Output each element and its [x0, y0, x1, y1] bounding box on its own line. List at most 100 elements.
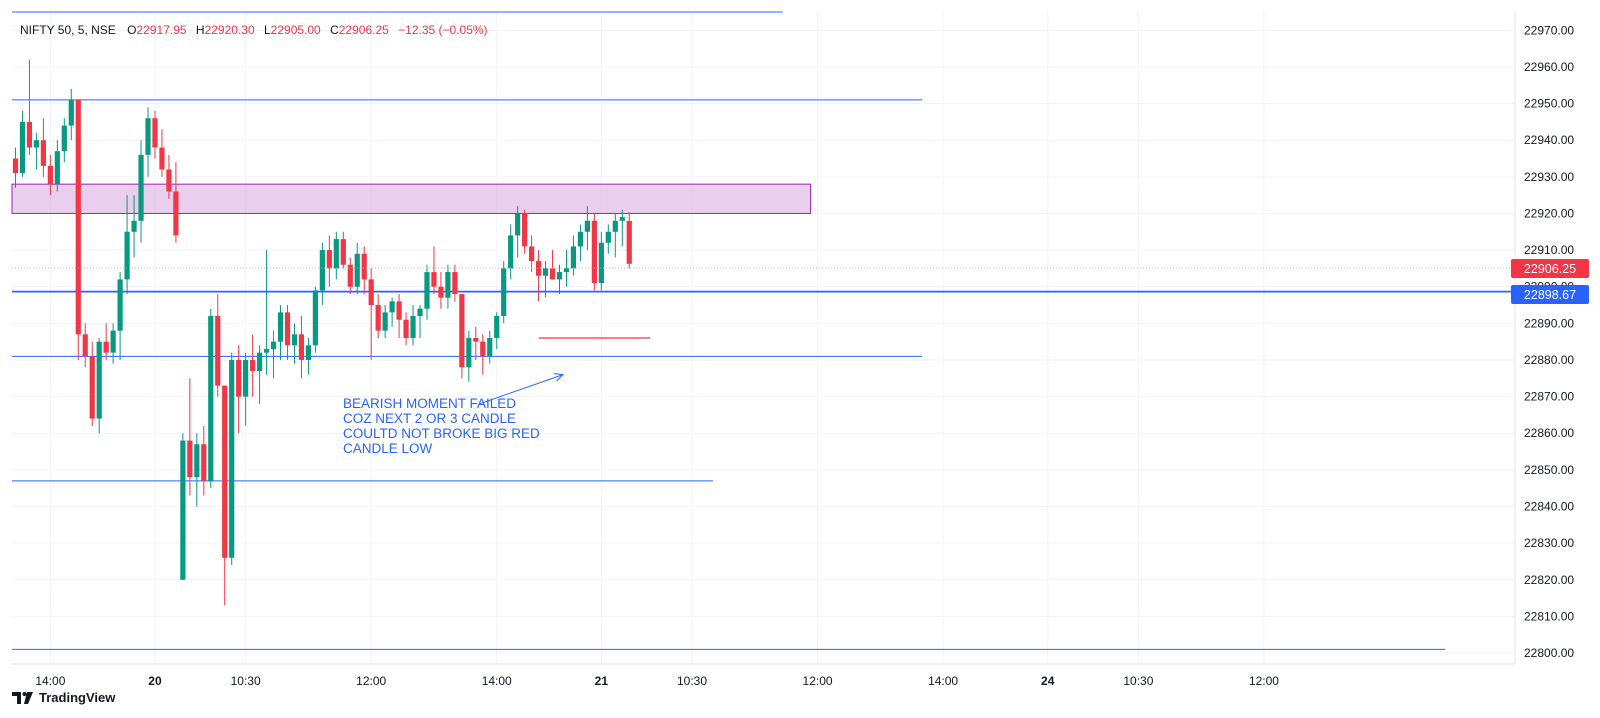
candle: [277, 305, 284, 360]
price-tick-label: 22880.00: [1524, 353, 1574, 367]
candle-body: [417, 308, 423, 317]
candle: [361, 246, 367, 295]
candle-body: [333, 239, 339, 269]
legend-open-value: 22917.95: [137, 23, 187, 37]
price-axis[interactable]: 22970.00 22960.00 22950.00 22940.00 22930.00…: [1524, 23, 1574, 660]
candle: [166, 154, 172, 199]
legend-close-value: 22906.25: [339, 23, 389, 37]
candle-body: [619, 217, 625, 221]
candle-body: [194, 444, 200, 478]
candle: [417, 305, 423, 338]
candle: [82, 323, 88, 368]
candle-body: [40, 140, 46, 166]
candle-body: [431, 272, 437, 287]
candle: [291, 323, 298, 364]
candle-body: [598, 242, 604, 284]
legend-open-label: O: [127, 23, 136, 37]
candle-body: [459, 294, 465, 368]
candle: [145, 107, 151, 177]
candle: [598, 231, 604, 291]
legend-high-label: H: [196, 23, 205, 37]
candle: [284, 305, 291, 360]
candle-body: [515, 213, 521, 236]
annotation[interactable]: BEARISH MOMENT FAILED COZ NEXT 2 OR 3 CA…: [343, 396, 540, 456]
candle-body: [473, 338, 479, 342]
candle-body: [103, 341, 109, 353]
candle: [243, 352, 249, 426]
candle-body: [389, 301, 395, 313]
candle: [298, 316, 305, 379]
candle: [117, 272, 123, 360]
price-tick-label: 22820.00: [1524, 573, 1574, 587]
legend-high-value: 22920.30: [205, 23, 255, 37]
candle: [131, 195, 137, 258]
candle: [173, 162, 179, 243]
candle-body: [626, 220, 632, 264]
candle-body: [236, 359, 242, 397]
candle-body: [466, 338, 472, 368]
candle: [333, 231, 339, 280]
candle-body: [131, 220, 137, 232]
candle: [522, 209, 528, 254]
candle: [542, 261, 549, 298]
candle: [270, 330, 277, 379]
candle-body: [522, 213, 528, 247]
candle: [452, 264, 458, 302]
candle-body: [19, 121, 26, 174]
candle: [466, 330, 472, 382]
candle-body: [270, 341, 277, 349]
candle: [563, 250, 570, 287]
candle-body: [480, 341, 486, 357]
horizontal-lines[interactable]: [12, 11, 1515, 650]
marker-lines[interactable]: [479, 337, 651, 405]
candle-body: [298, 334, 305, 360]
legend-close-label: C: [330, 23, 339, 37]
candle: [535, 250, 542, 302]
time-tick-label: 10:30: [677, 674, 707, 688]
candle-body: [424, 272, 430, 309]
candle-body: [291, 334, 298, 346]
time-axis[interactable]: 14:00 20 10:30 12:00 14:00 21 10:30 12:00 14:00 2…: [35, 674, 1279, 688]
candle-body: [263, 348, 270, 353]
candle: [68, 88, 74, 141]
candle: [473, 327, 479, 360]
candle: [368, 268, 374, 360]
footer[interactable]: TradingView: [12, 690, 115, 705]
price-tick-label: 22970.00: [1524, 23, 1574, 37]
price-tick-label: 22870.00: [1524, 390, 1574, 404]
candle: [403, 312, 409, 346]
price-tick-label: 22800.00: [1524, 646, 1574, 660]
candle: [47, 154, 53, 196]
time-tick-label: 14:00: [35, 674, 65, 688]
annotation-arrow-line: [479, 374, 564, 405]
resistance-zone[interactable]: [11, 183, 812, 214]
candle: [424, 264, 430, 320]
candle: [375, 294, 381, 338]
price-tick-label: 22960.00: [1524, 60, 1574, 74]
candle: [19, 110, 26, 177]
candle-body: [124, 231, 130, 280]
candle-body: [96, 341, 102, 419]
candle-body: [612, 220, 618, 232]
time-tick-label: 10:30: [1123, 674, 1153, 688]
candle-body: [180, 440, 186, 580]
candle-body: [494, 316, 500, 338]
time-tick-label: 14:00: [482, 674, 512, 688]
candle-body: [208, 316, 214, 481]
candle-body: [284, 312, 291, 346]
candle-body: [438, 286, 444, 298]
candle-body: [403, 319, 409, 338]
line-price-badge: 22898.67: [1511, 285, 1589, 304]
candle: [96, 338, 102, 434]
candle: [250, 334, 256, 397]
candle: [89, 341, 95, 426]
candle-body: [535, 261, 542, 276]
candle: [40, 118, 46, 177]
candle-body: [556, 272, 563, 280]
time-tick-label: 12:00: [1249, 674, 1279, 688]
candle-body: [382, 312, 388, 331]
annotation-arrow-head: [553, 373, 565, 382]
annotation-line-4: CANDLE LOW: [343, 441, 433, 456]
candle: [591, 213, 597, 291]
